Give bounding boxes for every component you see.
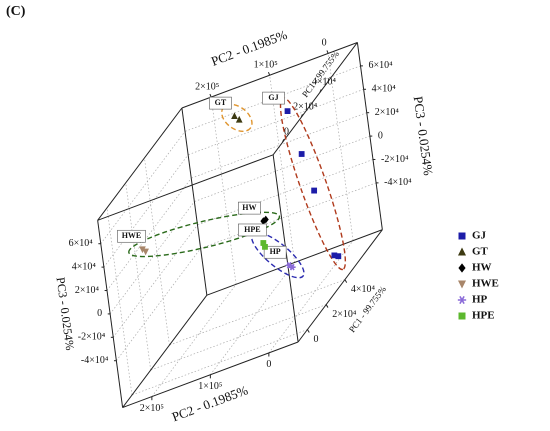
grid-line — [103, 154, 189, 268]
tick-label: 0 — [322, 38, 327, 49]
box-edge — [97, 220, 124, 408]
point — [231, 112, 238, 120]
tick-label: 0 — [378, 130, 383, 141]
grid-line — [112, 224, 198, 338]
grid-line — [151, 284, 237, 397]
tick-label: 6×10⁴ — [369, 60, 394, 71]
tick-mark — [282, 139, 285, 143]
legend-marker — [458, 263, 466, 273]
point — [235, 115, 243, 123]
tick-label: 0 — [97, 308, 102, 319]
tick-label: 0 — [266, 359, 271, 370]
grid-line — [210, 97, 237, 285]
grid-line — [210, 262, 295, 375]
cluster-label: GT — [215, 98, 227, 107]
axis-label: PC3 - 0.0254% — [54, 276, 78, 351]
legend-label: GT — [472, 246, 489, 258]
tick-label: 4×10⁴ — [351, 284, 376, 295]
legend-marker — [457, 280, 467, 289]
legend-label: HW — [472, 262, 492, 274]
tick-mark — [267, 72, 271, 76]
grid-line — [106, 177, 192, 291]
tick-label: 6×10⁴ — [69, 238, 94, 249]
box-edge — [122, 294, 208, 408]
grid-line — [116, 248, 201, 361]
cluster-label-box — [262, 91, 285, 105]
tick-mark — [300, 114, 303, 118]
grid-line — [109, 201, 195, 315]
box-edge — [181, 107, 208, 296]
tick-label: 4×10⁴ — [312, 77, 337, 88]
tick-label: 0 — [284, 127, 289, 138]
point — [142, 248, 149, 256]
point — [288, 263, 296, 271]
point — [262, 243, 268, 250]
panel-label: (C) — [6, 4, 26, 19]
point — [335, 253, 342, 260]
point — [311, 187, 318, 194]
box-edge — [297, 229, 383, 343]
tick-mark — [209, 93, 212, 98]
cluster-label: HPE — [244, 225, 260, 234]
tick-label: 2×10⁴ — [75, 285, 100, 296]
cluster-label-box — [209, 96, 232, 110]
cluster-label: HP — [270, 247, 281, 256]
tick-label: 1×10⁵ — [254, 60, 278, 71]
tick-label: -2×10⁴ — [78, 332, 106, 343]
axis-label: PC3 - 0.0254% — [411, 95, 436, 176]
tick-label: 4×10⁴ — [372, 84, 397, 95]
legend-label: HWE — [472, 278, 499, 290]
point — [298, 151, 305, 157]
tick-label: 2×10⁴ — [375, 107, 400, 118]
tick-label: 2×10⁴ — [332, 309, 357, 320]
cluster-label: HW — [242, 203, 256, 212]
tick-mark — [319, 89, 322, 93]
tick-label: 1×10⁵ — [198, 381, 222, 392]
legend-label: GJ — [472, 230, 487, 242]
box-edge — [272, 42, 358, 156]
tick-label: -2×10⁴ — [381, 154, 409, 165]
tick-label: 2×10⁵ — [195, 81, 219, 92]
box-edge — [97, 154, 274, 221]
tick-label: 2×10⁵ — [140, 403, 164, 414]
legend-label: HP — [472, 294, 488, 306]
legend-marker — [458, 312, 466, 320]
point — [262, 215, 269, 224]
cluster-label: GJ — [268, 93, 278, 102]
box-edge — [97, 107, 183, 221]
cluster-label-box — [263, 245, 287, 259]
tick-label: 2×10⁴ — [293, 102, 318, 113]
tick-label: -4×10⁴ — [384, 177, 412, 188]
grid-line — [100, 131, 186, 244]
cluster-label-box — [117, 229, 146, 243]
box-edge — [206, 229, 383, 296]
legend-marker — [457, 295, 467, 305]
tick-mark — [326, 50, 329, 54]
tick-label: 0 — [313, 334, 318, 345]
grid-line — [268, 240, 354, 354]
cluster-label-box — [238, 223, 267, 237]
cluster-ellipse — [128, 211, 281, 258]
legend-marker — [458, 232, 466, 240]
legend-marker — [457, 247, 467, 256]
tick-label: 4×10⁴ — [72, 261, 97, 272]
tick-label: -4×10⁴ — [81, 355, 109, 366]
tick-mark — [307, 329, 310, 333]
cluster-label-box — [238, 201, 261, 215]
point — [284, 108, 291, 115]
tick-mark — [325, 304, 329, 308]
cluster-label: HWE — [122, 231, 142, 240]
legend-label: HPE — [472, 310, 495, 322]
tick-mark — [344, 279, 348, 283]
